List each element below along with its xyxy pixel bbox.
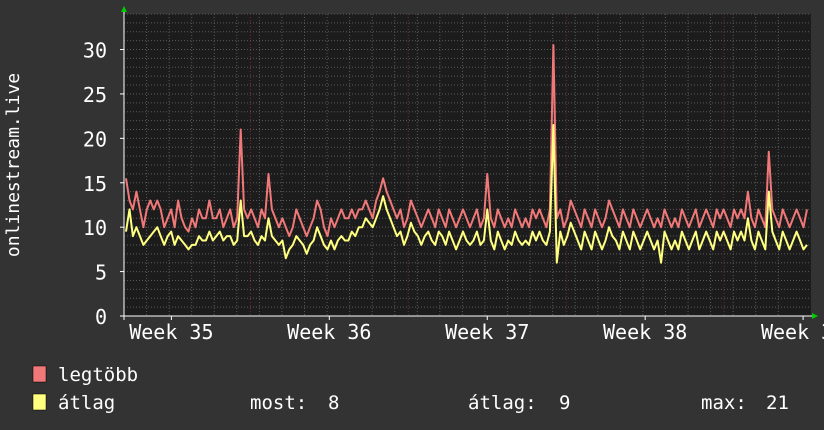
series-line-atlag	[125, 124, 808, 264]
x-tick-label: Week 39	[761, 320, 824, 344]
stat-max-value: 21	[766, 392, 789, 414]
legend-swatch-legtobb	[32, 365, 47, 383]
y-tick-label: 15	[83, 172, 107, 196]
y-tick-label: 25	[83, 83, 107, 107]
y-tick-label: 30	[83, 39, 107, 63]
y-tick-label: 10	[83, 216, 107, 240]
plot-area	[124, 14, 811, 316]
x-tick-label: Week 38	[603, 320, 687, 344]
y-axis-arrow	[121, 6, 127, 12]
stat-max-label: max:	[701, 392, 747, 414]
axes	[120, 6, 818, 320]
stat-atlag-value: 9	[559, 392, 570, 414]
x-tick-label: Week 35	[129, 320, 213, 344]
x-axis-arrow	[812, 313, 818, 319]
legend-label-atlag: átlag	[58, 392, 115, 414]
y-tick-label: 5	[95, 261, 107, 285]
y-ticks: 0 5 10 15 20 25 30	[83, 39, 124, 329]
y-axis-label: onlinestream.live	[3, 73, 24, 257]
x-tick-label: Week 36	[287, 320, 371, 344]
x-ticks: Week 35 Week 36 Week 37 Week 38 Week 39	[129, 316, 824, 344]
stat-atlag-label: átlag:	[468, 392, 537, 414]
legend-swatch-atlag	[32, 393, 47, 411]
series-line-legtobb	[125, 44, 808, 238]
y-tick-label: 20	[83, 127, 107, 151]
stat-most-value: 8	[328, 392, 339, 414]
y-tick-label: 0	[95, 305, 107, 329]
x-tick-label: Week 37	[445, 320, 529, 344]
series-layer	[125, 44, 808, 264]
legend-label-legtobb: legtöbb	[58, 364, 138, 386]
stat-most-label: most:	[250, 392, 307, 414]
